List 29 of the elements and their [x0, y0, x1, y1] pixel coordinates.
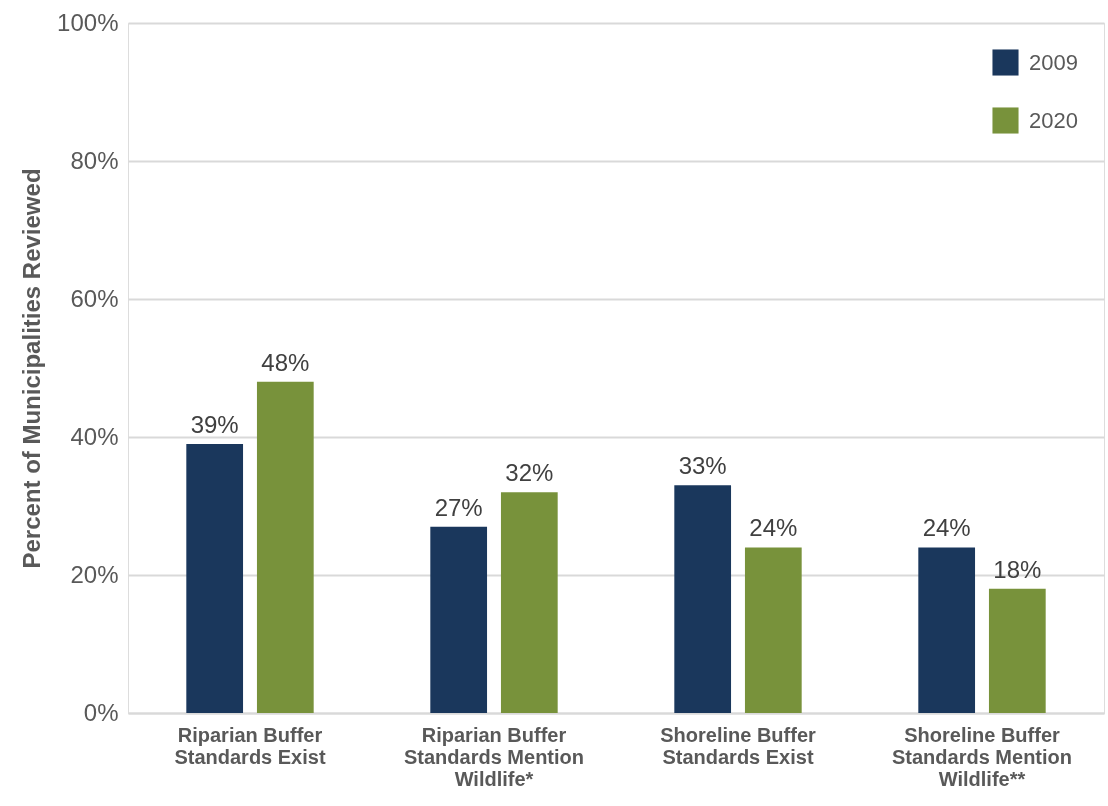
y-tick-label: 20%	[70, 560, 119, 588]
data-label: 32%	[505, 459, 554, 487]
data-label: 39%	[190, 410, 239, 438]
data-label: 24%	[922, 514, 971, 542]
data-label: 18%	[993, 555, 1042, 583]
bar	[500, 492, 558, 713]
bar	[430, 526, 488, 713]
bar	[674, 485, 732, 713]
x-tick-label: Shoreline Buffer Standards Mention Wildlife**	[891, 723, 1073, 790]
data-label: 33%	[678, 452, 727, 480]
data-label: 27%	[434, 493, 483, 521]
y-tick-label: 40%	[70, 422, 119, 450]
x-tick-label: Shoreline Buffer Standards Exist	[660, 723, 816, 768]
legend-label: 2020	[1029, 107, 1078, 133]
y-tick-label: 80%	[70, 146, 119, 174]
bar	[744, 547, 802, 713]
legend-label: 2009	[1029, 49, 1078, 75]
bar	[186, 443, 244, 713]
bar	[918, 547, 976, 713]
data-label: 48%	[261, 348, 310, 376]
y-tick-label: 0%	[83, 698, 119, 726]
x-tick-label: Riparian Buffer Standards Mention Wildlife*	[403, 723, 585, 790]
y-tick-label: 100%	[57, 8, 119, 36]
bar	[988, 588, 1046, 713]
x-tick-label: Riparian Buffer Standards Exist	[174, 723, 326, 768]
y-tick-label: 60%	[70, 284, 119, 312]
data-label: 24%	[749, 514, 798, 542]
bar	[256, 381, 314, 713]
y-axis-title: Percent of Municipalities Reviewed	[18, 168, 46, 569]
